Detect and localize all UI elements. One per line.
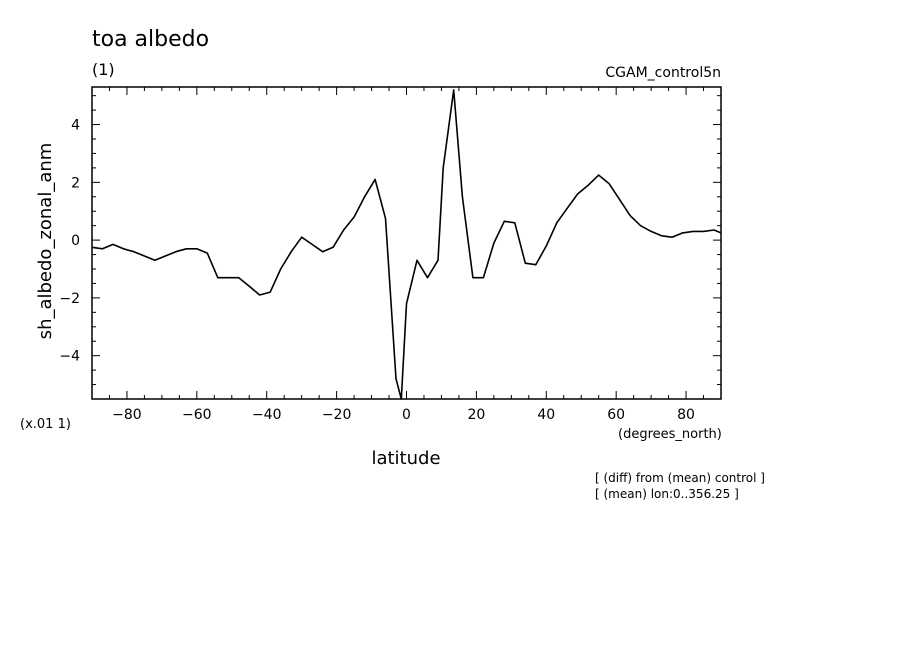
y-tick-label: −4: [59, 349, 80, 365]
x-tick-label: 60: [607, 407, 625, 423]
x-tick-label: −40: [252, 407, 282, 423]
run-label: CGAM_control5n: [605, 65, 721, 81]
chart-subtitle: (1): [92, 60, 115, 79]
series-group: [91, 89, 722, 400]
x-axis-ticks: −80 −60 −40 −20 0 20 40 60 80: [112, 407, 695, 423]
axes: [91, 86, 722, 400]
x-tick-label: 20: [467, 407, 485, 423]
x-tick-label: 40: [537, 407, 555, 423]
x-tick-label: 80: [677, 407, 695, 423]
x-tick-label: 0: [402, 407, 411, 423]
y-scale-note: (x.01 1): [20, 417, 71, 432]
y-tick-label: 4: [71, 118, 80, 134]
y-tick-label: 0: [71, 233, 80, 249]
x-axis-label: latitude: [371, 448, 440, 469]
plot-frame: [91, 86, 722, 400]
y-axis-ticks: −4 −2 0 2 4: [59, 118, 80, 365]
x-units-label: (degrees_north): [618, 427, 722, 442]
footnote-mean: [ (mean) lon:0..356.25 ]: [595, 487, 739, 501]
footnote-diff: [ (diff) from (mean) control ]: [595, 471, 765, 485]
y-tick-label: −2: [59, 291, 80, 307]
y-axis-label: sh_albedo_zonal_anm: [35, 143, 56, 340]
series-line-0: [91, 89, 722, 400]
chart-title: toa albedo: [92, 27, 209, 52]
x-tick-label: −80: [112, 407, 142, 423]
x-tick-label: −60: [182, 407, 212, 423]
x-tick-label: −20: [322, 407, 352, 423]
y-tick-label: 2: [71, 175, 80, 191]
